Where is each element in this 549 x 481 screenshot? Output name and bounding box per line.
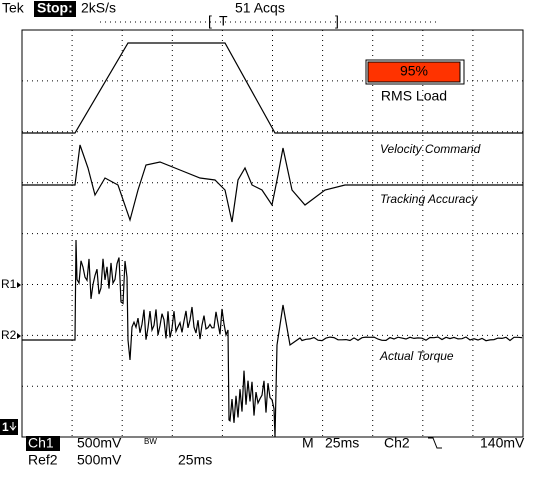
marker: R1 [1,277,17,291]
trigger-right: ] [335,13,339,29]
brand: Tek [2,0,25,16]
ch1-scale: 500mV [77,435,122,451]
marker-arrow [17,333,21,339]
state: Stop: [37,0,73,16]
tracking-trace [22,144,523,223]
trace-label: Velocity Command [380,142,481,156]
state-box [34,1,76,17]
falling-edge-icon [428,437,442,449]
graticule [22,30,523,437]
trigger-mark: T [219,13,228,29]
trace-label: Actual Torque [379,349,454,363]
ref: Ref2 [28,452,58,468]
channel-box [26,436,60,451]
ref-scale: 500mV [77,452,122,468]
gauge-label: RMS Load [381,88,447,104]
acquisitions: 51 Acqs [235,0,285,16]
bandwidth: BW [144,437,157,446]
trigger-level: 140mV [480,435,525,451]
torque-trace [22,239,523,438]
marker: 1 [2,420,9,434]
mode: M [302,435,314,451]
graticule-frame [21,29,524,438]
trigger-source: Ch2 [384,435,410,451]
trace-label: Tracking Accuracy [380,192,478,206]
marker-arrow [17,282,21,288]
velocity-trace [22,42,523,134]
marker-arrow [9,422,17,431]
marker: R2 [1,328,17,342]
gauge-value: 95% [400,63,428,79]
trigger-left: [ [208,13,212,29]
gauge-fill [367,61,461,83]
channel: Ch1 [28,435,54,451]
ref-time: 25ms [178,452,212,468]
timebase: 25ms [325,435,359,451]
sample-rate: 2kS/s [81,0,116,16]
